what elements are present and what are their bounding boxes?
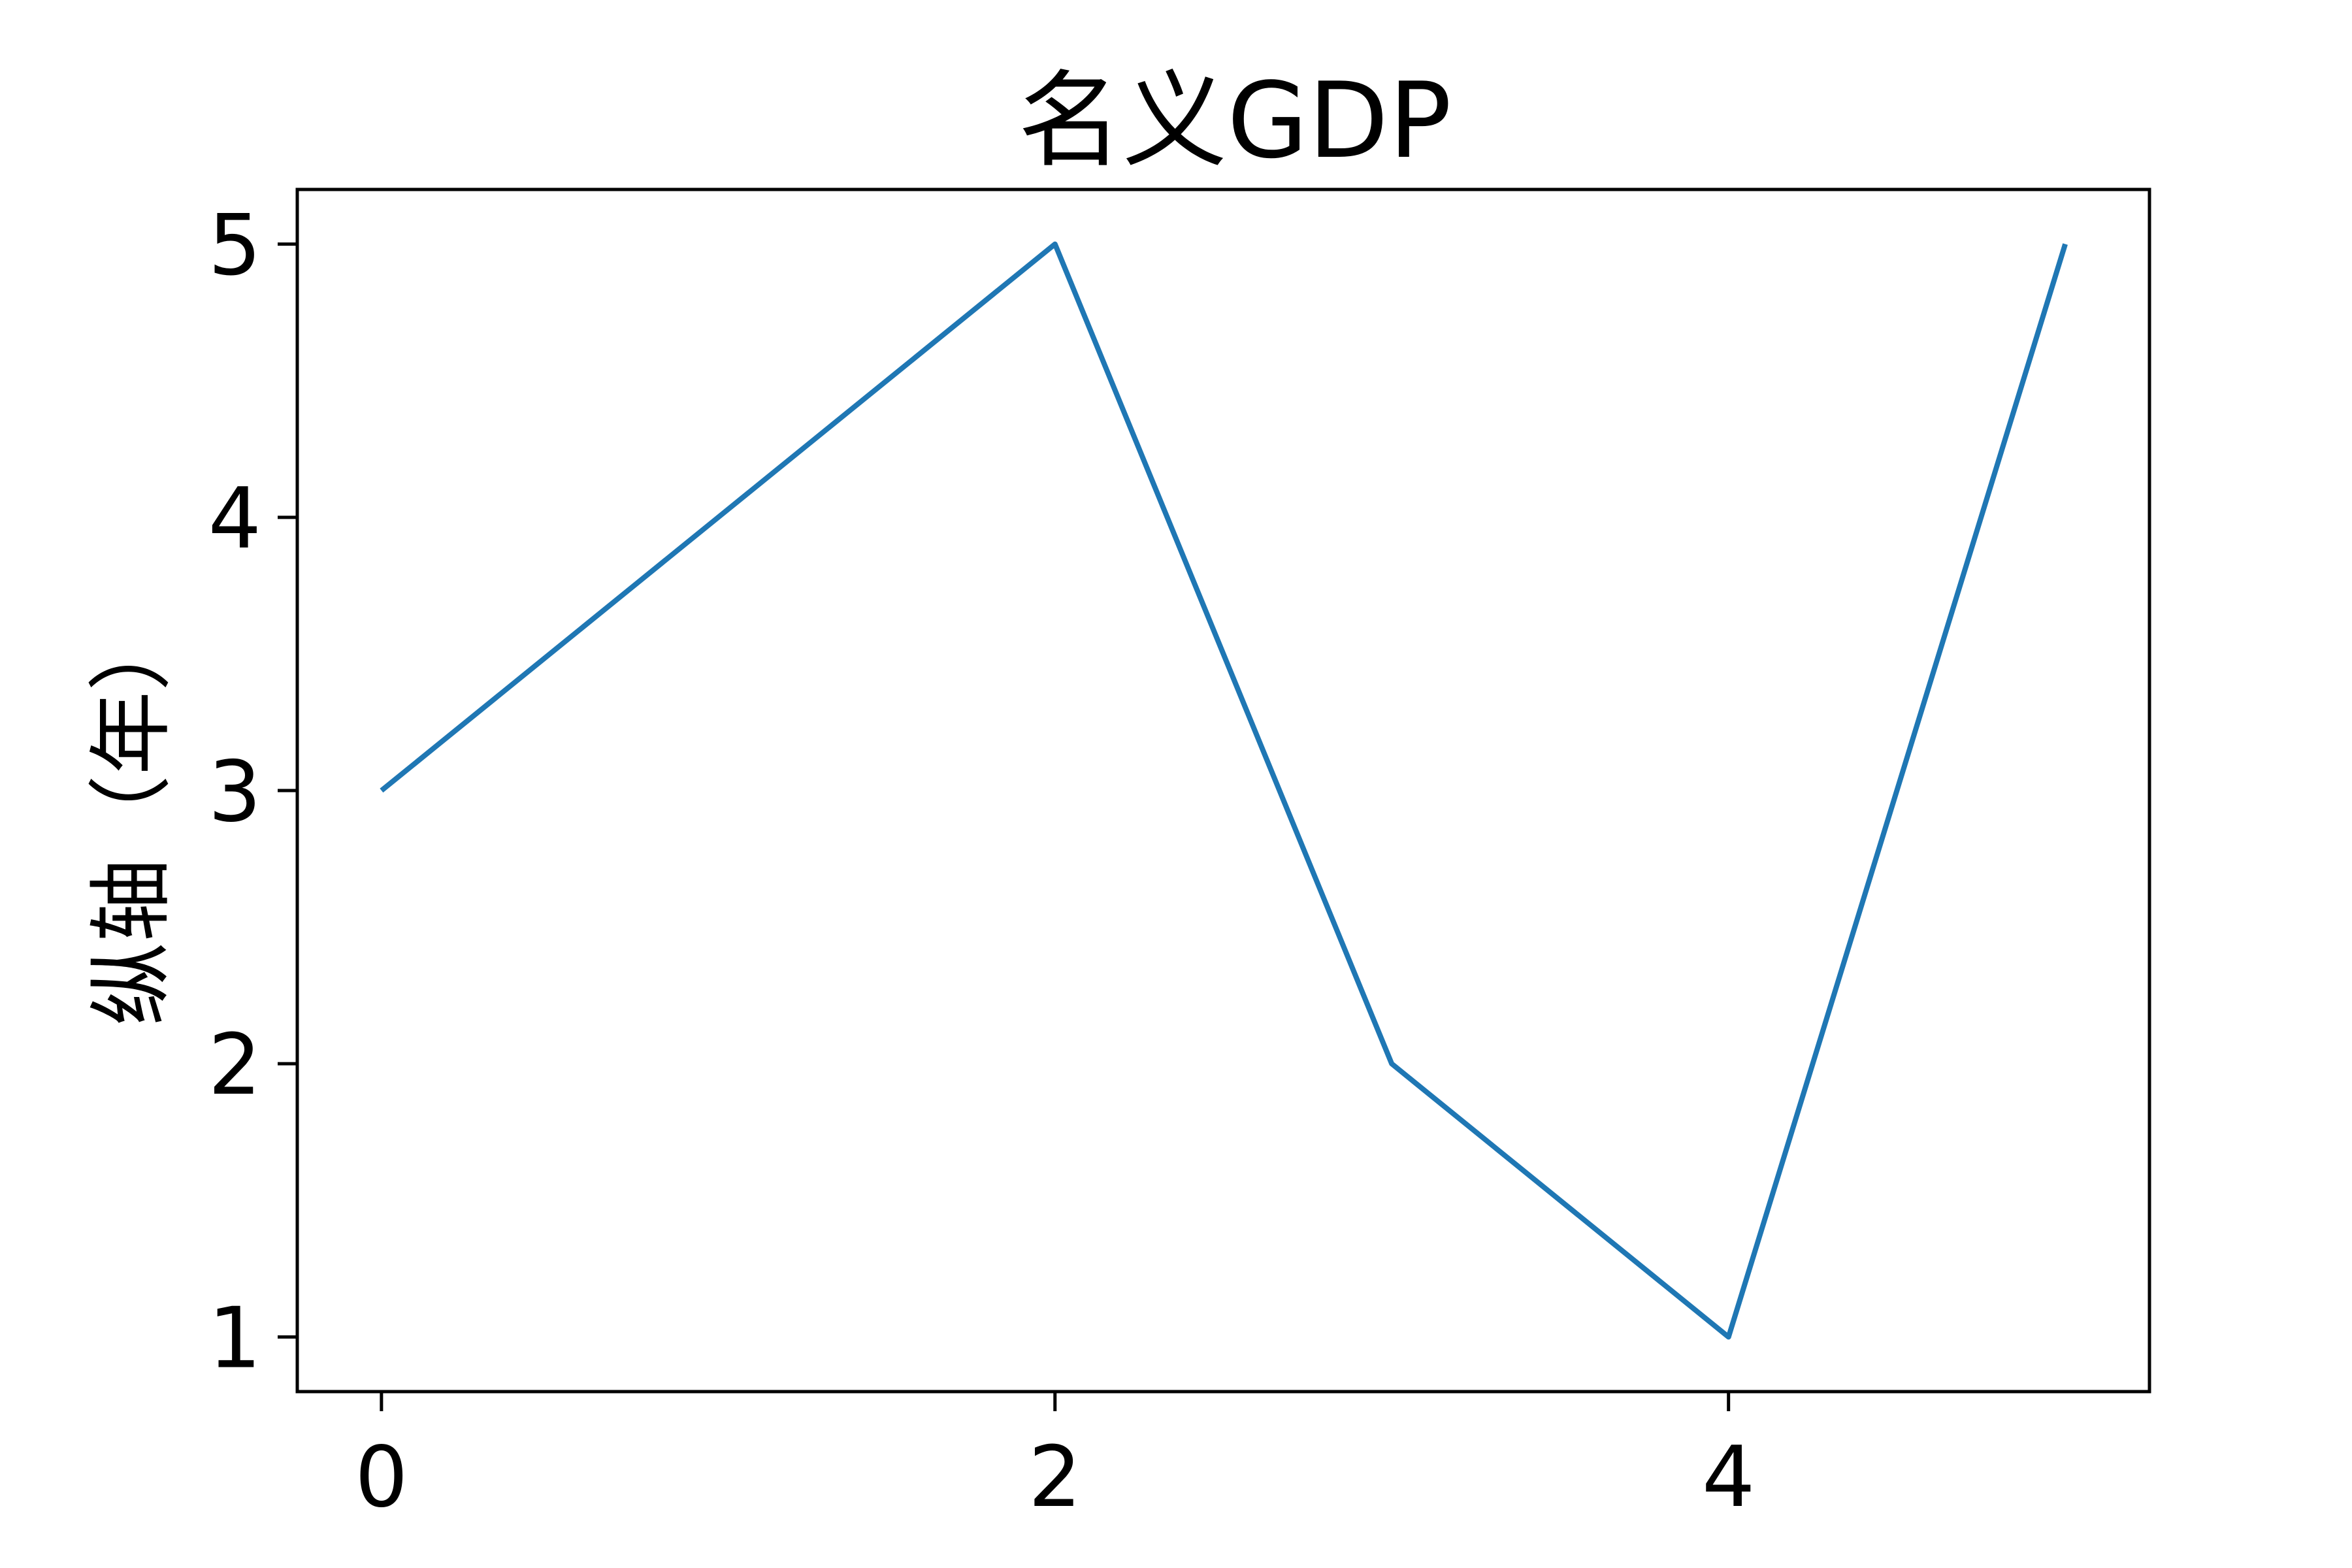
y-tick-label: 5 <box>208 197 261 295</box>
y-axis-label: 纵轴（年） <box>83 608 180 1026</box>
y-tick-label: 2 <box>208 1017 261 1114</box>
x-tick-label: 2 <box>1028 1429 1081 1526</box>
series-line-0 <box>380 241 2068 1340</box>
y-tick-label: 3 <box>208 743 261 841</box>
chart-title: 名义GDP <box>1018 59 1452 182</box>
x-axis: 0 2 4 <box>355 1392 1755 1526</box>
y-axis: 1 2 3 4 5 <box>208 197 297 1387</box>
plot-area <box>380 241 2068 1340</box>
y-tick-label: 1 <box>208 1290 261 1387</box>
x-tick-label: 0 <box>355 1429 408 1526</box>
x-tick-label: 4 <box>1702 1429 1755 1526</box>
y-tick-label: 4 <box>208 470 261 568</box>
